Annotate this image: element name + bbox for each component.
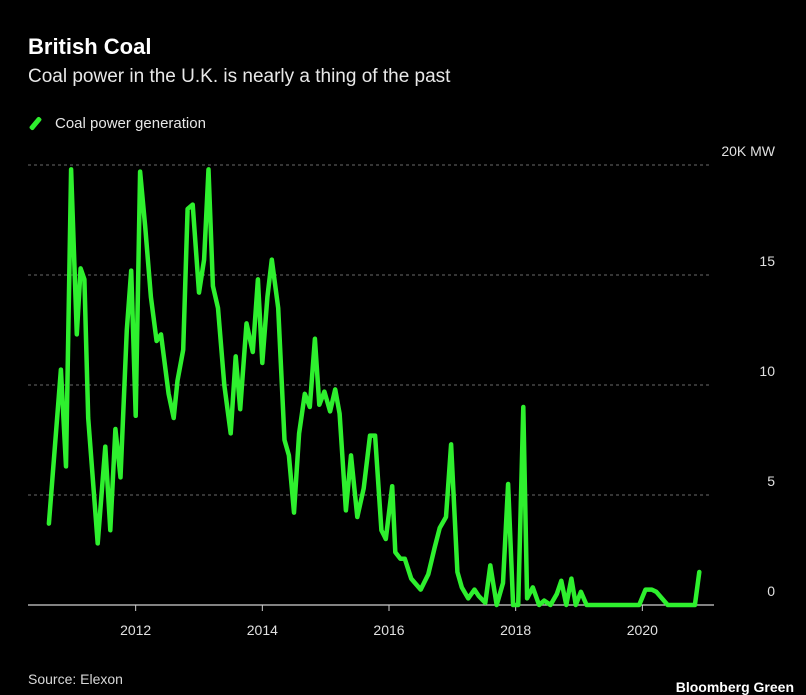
y-axis-labels: 20K MW 15 10 5 0: [721, 143, 775, 599]
gridlines: [28, 164, 712, 496]
y-tick-label: 20K MW: [721, 143, 775, 159]
y-tick-label: 0: [767, 583, 775, 599]
legend: Coal power generation: [28, 115, 206, 132]
x-axis: 2012 2014 2016 2018 2020: [28, 604, 714, 638]
legend-label: Coal power generation: [55, 115, 206, 132]
source-note: Source: Elexon: [28, 671, 123, 687]
series-layer: [46, 167, 702, 608]
series-line-coal-power: [46, 167, 702, 608]
x-tick-label: 2014: [247, 622, 278, 638]
chart-title: British Coal: [28, 34, 152, 59]
y-tick-label: 15: [759, 253, 775, 269]
x-tick-label: 2020: [627, 622, 658, 638]
brand-logo: Bloomberg Green: [675, 679, 794, 695]
x-tick-label: 2016: [373, 622, 404, 638]
x-tick-label: 2012: [120, 622, 151, 638]
y-tick-label: 5: [767, 473, 775, 489]
y-tick-label: 10: [759, 363, 775, 379]
x-tick-label: 2018: [500, 622, 531, 638]
chart-subtitle: Coal power in the U.K. is nearly a thing…: [28, 66, 451, 87]
